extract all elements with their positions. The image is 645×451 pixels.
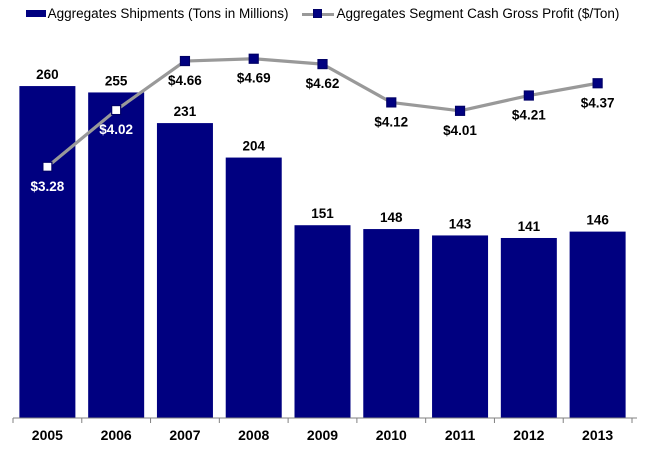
year-label-2007: 2007 xyxy=(169,427,200,443)
bar-2006 xyxy=(88,92,145,418)
legend-label-shipments: Aggregates Shipments (Tons in Millions) xyxy=(47,6,289,21)
bar-label-2010: 148 xyxy=(380,210,403,225)
line-label-2009: $4.62 xyxy=(306,76,340,91)
line-label-2010: $4.12 xyxy=(374,114,408,129)
year-label-2006: 2006 xyxy=(101,427,132,443)
line-point-2009 xyxy=(317,59,328,70)
year-label-2009: 2009 xyxy=(307,427,338,443)
bar-label-2006: 255 xyxy=(105,73,128,88)
line-label-2012: $4.21 xyxy=(512,108,546,123)
bar-2011 xyxy=(432,235,489,418)
line-point-2008 xyxy=(248,53,259,64)
legend-item-cash-gross-profit: Aggregates Segment Cash Gross Profit ($/… xyxy=(302,6,619,21)
line-point-2012 xyxy=(523,90,534,101)
line-label-2008: $4.69 xyxy=(237,71,271,86)
line-point-2005 xyxy=(42,161,53,172)
bar-label-2008: 204 xyxy=(242,139,265,154)
line-point-2013 xyxy=(592,78,603,89)
bar-swatch-icon xyxy=(25,10,46,17)
bar-label-2007: 231 xyxy=(174,104,197,119)
year-label-2011: 2011 xyxy=(445,427,476,443)
line-label-2005: $3.28 xyxy=(30,179,64,194)
bar-2012 xyxy=(500,237,557,418)
legend-label-cash-gross-profit: Aggregates Segment Cash Gross Profit ($/… xyxy=(336,6,620,21)
chart-legend: Aggregates Shipments (Tons in Millions) … xyxy=(0,6,645,21)
legend-item-shipments: Aggregates Shipments (Tons in Millions) xyxy=(25,6,289,21)
line-label-2011: $4.01 xyxy=(443,123,477,138)
year-label-2013: 2013 xyxy=(582,427,613,443)
bar-label-2005: 260 xyxy=(36,67,59,82)
line-label-2006: $4.02 xyxy=(99,122,133,137)
line-point-2007 xyxy=(179,55,191,67)
line-point-2006 xyxy=(111,104,122,116)
line-point-2011 xyxy=(454,105,466,116)
year-label-2005: 2005 xyxy=(32,427,63,443)
bar-label-2009: 151 xyxy=(311,206,334,221)
year-label-2010: 2010 xyxy=(376,427,407,443)
bar-2008 xyxy=(225,157,282,418)
bar-2009 xyxy=(294,225,351,418)
year-label-2012: 2012 xyxy=(513,427,544,443)
line-swatch-marker xyxy=(313,8,323,18)
bar-2005 xyxy=(19,86,76,419)
bar-label-2012: 141 xyxy=(518,219,541,234)
bar-2007 xyxy=(156,123,213,418)
line-marker-swatch-icon xyxy=(302,8,335,19)
bar-2010 xyxy=(363,229,420,418)
bar-label-2013: 146 xyxy=(586,213,609,228)
line-label-2013: $4.37 xyxy=(581,95,615,110)
bar-label-2011: 143 xyxy=(449,216,472,231)
line-point-2010 xyxy=(386,97,397,108)
line-label-2007: $4.66 xyxy=(168,73,202,88)
year-label-2008: 2008 xyxy=(238,427,269,443)
bar-2013 xyxy=(569,231,626,418)
